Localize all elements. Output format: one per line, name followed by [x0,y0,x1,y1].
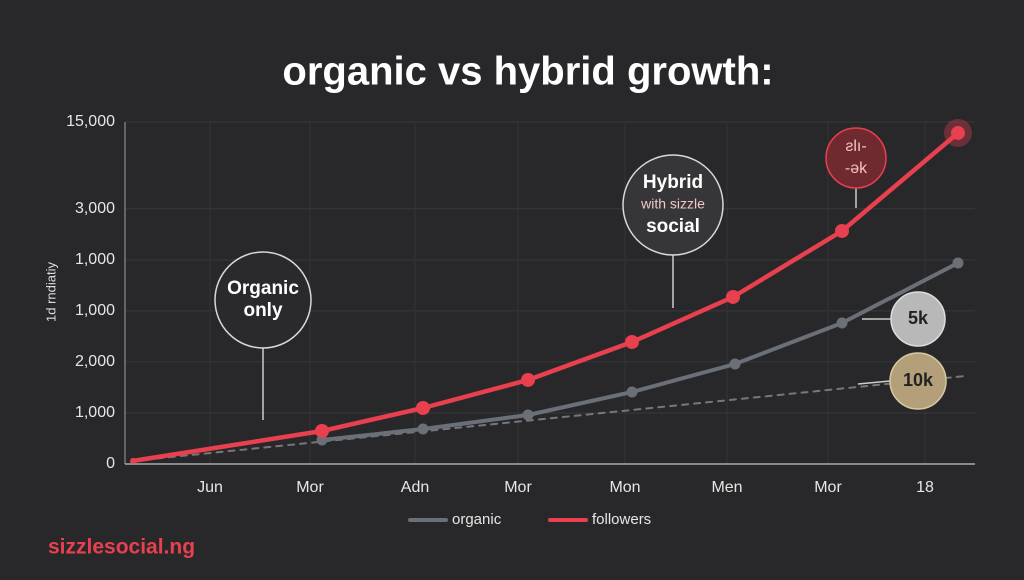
y-tick-label: 1,000 [75,302,115,319]
annotation-text: ƨlı- [845,138,866,155]
data-point [417,423,429,435]
data-point [521,372,535,387]
annotation-bubble [214,251,312,349]
annotation-text: only [243,300,282,321]
annotation-text: 10k [903,370,934,390]
annotation-text: -ək [845,160,868,177]
legend-label: organic [452,511,502,528]
brand: sizzlesocial.ng [48,536,195,559]
x-tick-label: Jun [197,479,223,496]
data-point [522,409,534,421]
data-point [952,257,964,269]
annotation-text: with sizzle [640,196,705,212]
data-point [626,386,638,398]
annotation-text: Hybrid [643,172,703,193]
x-tick-label: Mor [504,479,532,496]
x-tick-label: Mon [609,479,640,496]
data-point [625,335,639,350]
data-point [416,401,430,416]
data-point [729,358,741,370]
trend-line [132,375,966,462]
x-tick-label: Men [711,479,742,496]
x-tick-label: Mor [296,479,324,496]
data-point [315,423,329,438]
data-point [130,457,136,464]
annotation-bubble [622,154,724,256]
y-tick-label: 0 [106,455,115,472]
y-tick-label: 15,000 [66,113,115,130]
annotation-bubble [825,127,887,189]
annotation-bubble [890,291,946,347]
y-tick-label: 1,000 [75,251,115,268]
series-line [130,130,961,464]
data-point [835,223,849,238]
annotation-text: social [646,216,700,237]
annotation-text: 5k [908,308,929,328]
y-tick-label: 3,000 [75,200,115,217]
x-tick-label: 18 [916,479,934,496]
data-point [951,125,965,140]
legend-label: followers [592,511,651,528]
data-point [726,289,740,304]
x-tick-label: Mor [814,479,842,496]
annotation-text: Organic [227,278,299,299]
annotation-connector [857,380,891,385]
y-axis-label: 1d rndiatiy [43,262,58,322]
data-point [836,317,848,329]
y-tick-label: 1,000 [75,404,115,421]
y-tick-label: 2,000 [75,353,115,370]
x-tick-label: Adn [401,479,429,496]
chart-title: organic vs hybrid growth: [282,50,773,94]
annotation-bubble [889,352,947,410]
